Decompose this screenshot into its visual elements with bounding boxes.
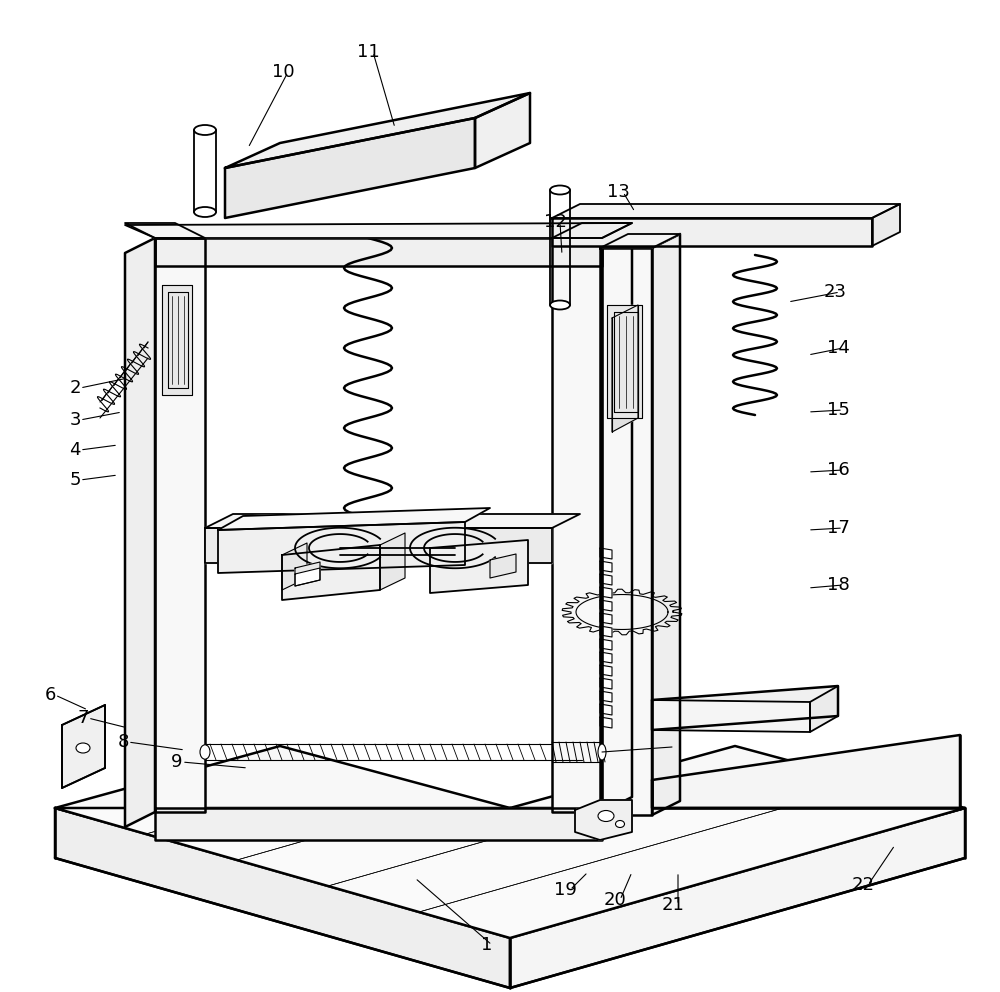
Polygon shape [600,639,612,650]
Polygon shape [600,704,612,715]
Text: 20: 20 [604,891,626,909]
Polygon shape [810,686,838,732]
Polygon shape [600,587,612,598]
Ellipse shape [194,125,216,135]
Polygon shape [225,118,475,218]
Ellipse shape [598,744,606,760]
Polygon shape [652,686,838,730]
Text: 8: 8 [117,733,129,751]
Polygon shape [600,613,612,624]
Text: 4: 4 [69,441,81,459]
Ellipse shape [76,743,90,753]
Text: 19: 19 [554,881,576,899]
Polygon shape [552,223,632,238]
Text: 11: 11 [357,43,379,61]
Polygon shape [600,600,612,611]
Polygon shape [62,705,105,788]
Text: 12: 12 [544,213,566,231]
Polygon shape [218,522,465,573]
Polygon shape [55,808,510,988]
Text: 22: 22 [852,876,874,894]
Polygon shape [600,691,612,702]
Polygon shape [490,554,516,578]
Text: 6: 6 [44,686,56,704]
Polygon shape [600,626,612,637]
Polygon shape [125,223,632,238]
Polygon shape [600,665,612,676]
Ellipse shape [598,810,614,821]
Polygon shape [282,545,380,600]
Text: 10: 10 [272,63,294,81]
Text: 16: 16 [827,461,849,479]
Polygon shape [155,238,205,812]
Polygon shape [607,305,642,418]
Text: 2: 2 [69,379,81,397]
Polygon shape [155,238,602,266]
Text: 21: 21 [662,896,684,914]
Polygon shape [162,285,192,395]
Polygon shape [872,204,900,246]
Text: 23: 23 [824,283,846,301]
Polygon shape [430,540,528,593]
Polygon shape [282,543,307,590]
Polygon shape [552,204,900,218]
Text: 1: 1 [481,936,493,954]
Text: 3: 3 [69,411,81,429]
Text: 18: 18 [827,576,849,594]
Polygon shape [55,808,965,938]
Polygon shape [575,800,632,840]
Polygon shape [600,234,680,248]
Ellipse shape [550,301,570,310]
Polygon shape [225,93,530,168]
Polygon shape [55,746,510,870]
Polygon shape [295,562,320,586]
Polygon shape [380,533,405,590]
Text: 9: 9 [171,753,183,771]
Polygon shape [600,248,652,815]
Polygon shape [600,717,612,728]
Polygon shape [205,514,580,528]
Text: 7: 7 [77,709,89,727]
Polygon shape [155,808,602,840]
Polygon shape [552,218,872,246]
Text: 5: 5 [69,471,81,489]
Ellipse shape [194,207,216,217]
Polygon shape [125,223,205,238]
Polygon shape [552,238,602,812]
Polygon shape [205,528,552,563]
Polygon shape [600,561,612,572]
Polygon shape [652,700,810,732]
Polygon shape [600,652,612,663]
Ellipse shape [550,186,570,194]
Ellipse shape [616,820,624,827]
Polygon shape [600,548,612,559]
Text: 15: 15 [827,401,849,419]
Ellipse shape [200,745,210,759]
Polygon shape [652,735,960,808]
Polygon shape [600,574,612,585]
Text: 17: 17 [827,519,849,537]
Polygon shape [125,238,155,827]
Text: 13: 13 [607,183,629,201]
Polygon shape [562,589,682,635]
Polygon shape [475,93,530,168]
Polygon shape [652,234,680,815]
Polygon shape [602,223,632,812]
Text: 14: 14 [827,339,849,357]
Polygon shape [295,568,320,586]
Polygon shape [600,678,612,689]
Polygon shape [510,808,965,988]
Polygon shape [612,305,638,432]
Polygon shape [218,508,490,530]
Polygon shape [510,746,965,870]
